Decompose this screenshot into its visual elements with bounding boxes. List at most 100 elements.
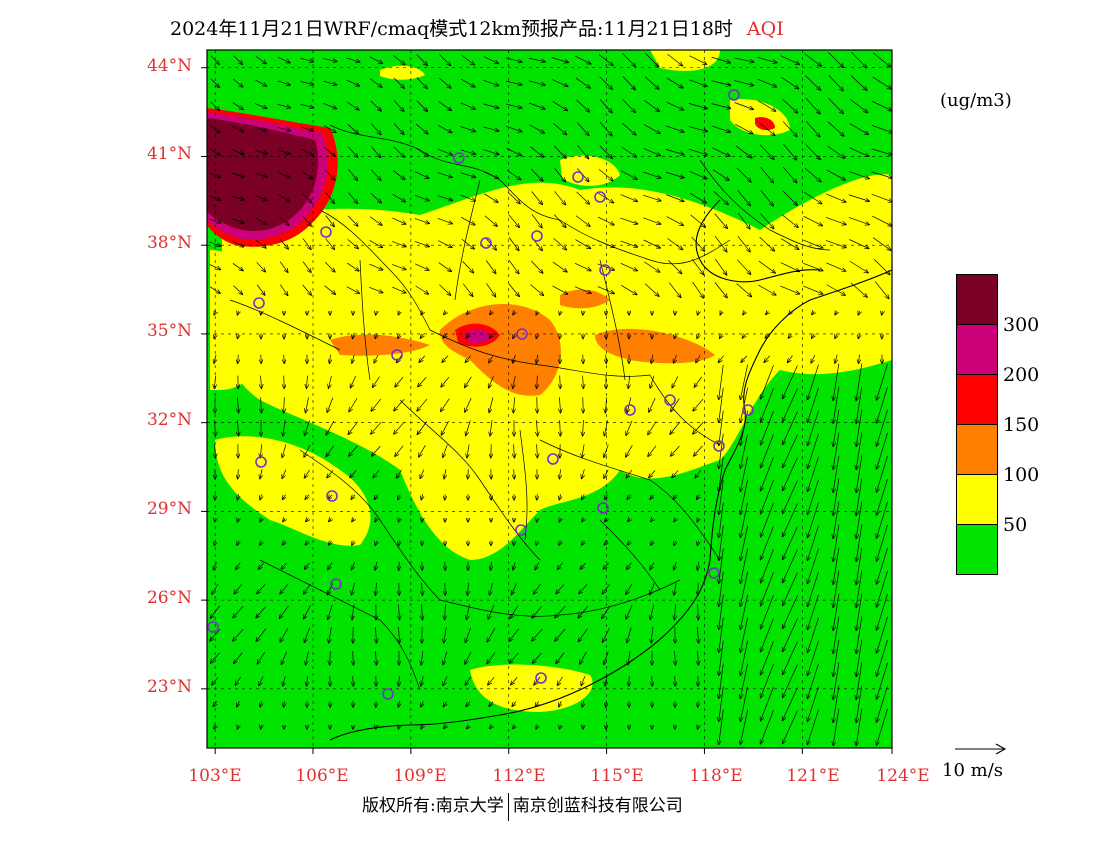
city-marker-icon [330, 578, 342, 590]
wind-vector [490, 311, 493, 314]
wind-vector [827, 145, 844, 158]
wind-vector [324, 169, 334, 180]
wind-vector [395, 376, 404, 387]
wind-vector [872, 76, 891, 89]
city-marker-icon [708, 567, 720, 579]
wind-vector [672, 470, 679, 477]
wind-vector [694, 445, 703, 456]
wind-vector [650, 562, 655, 569]
wind-vector [326, 445, 335, 457]
wind-vector [740, 640, 748, 676]
wind-vector [302, 238, 311, 250]
wind-vector [604, 651, 609, 664]
wind-vector [856, 386, 863, 424]
wind-vector [652, 676, 653, 686]
wind-vector [788, 334, 791, 338]
wind-vector [231, 172, 244, 177]
wind-vector [559, 701, 562, 707]
wind-vector [583, 375, 584, 389]
wind-vector [835, 354, 837, 363]
wind-vector [804, 53, 822, 66]
wind-vector [783, 457, 798, 491]
wind-vector [301, 170, 313, 179]
wind-vector [760, 166, 774, 183]
wind-vector [698, 311, 699, 315]
wind-vector [693, 421, 704, 434]
wind-vector [237, 311, 238, 315]
wind-vector [597, 263, 615, 270]
city-marker-icon [599, 264, 611, 276]
wind-vector [761, 365, 774, 398]
wind-vector [254, 126, 267, 131]
wind-vector [876, 662, 888, 699]
wind-vector [281, 562, 288, 569]
wind-vector [465, 627, 472, 643]
wind-vector [490, 420, 492, 436]
wind-vector [349, 398, 358, 411]
wind-vector [444, 311, 446, 314]
wind-vector [277, 57, 290, 62]
wind-vector [536, 725, 538, 729]
wind-vector [214, 333, 216, 339]
red-patch-northeast [755, 117, 775, 131]
wind-vector [301, 193, 312, 202]
wind-vector [233, 606, 244, 617]
wind-vector [465, 651, 472, 664]
wind-vector [418, 377, 427, 386]
wind-vector [650, 604, 655, 620]
wind-vector [740, 364, 748, 400]
wind-vector [874, 281, 889, 298]
wind-vector [734, 80, 753, 86]
wind-vector [419, 355, 426, 363]
wind-vector [719, 640, 724, 676]
wind-vector [445, 604, 446, 619]
wind-vector [807, 548, 819, 584]
wind-vector [876, 432, 888, 469]
wind-vector [437, 217, 452, 223]
wind-vector [351, 494, 355, 499]
wind-vector [649, 397, 656, 412]
wind-vector [328, 494, 332, 499]
wind-vector [856, 478, 863, 516]
wind-vector [237, 541, 239, 545]
wind-vector [783, 641, 798, 675]
wind-vector [606, 354, 607, 364]
wind-vector [856, 685, 863, 723]
wind-vector [856, 409, 863, 447]
wind-vector [398, 494, 400, 499]
wind-vector [833, 409, 840, 447]
wind-vector [280, 627, 289, 642]
wind-vector [780, 262, 799, 272]
wind-vector [876, 386, 888, 423]
wind-vector [764, 355, 771, 363]
wind-vector [742, 334, 745, 338]
wind-vector [483, 193, 498, 203]
wind-vector [300, 126, 314, 132]
wind-vector [627, 494, 631, 499]
wind-vector [415, 123, 428, 134]
wind-vector [279, 605, 289, 618]
wind-vector [582, 469, 585, 478]
wind-vector [621, 146, 636, 157]
yellow-zone-south [470, 664, 593, 712]
wind-vector [419, 445, 426, 457]
wind-vector [848, 194, 870, 202]
wind-vector [513, 375, 516, 388]
wind-vector [330, 354, 331, 364]
wind-vector [260, 494, 262, 499]
wind-vector [282, 541, 285, 545]
wind-vector [441, 398, 450, 412]
wind-vector [582, 444, 584, 457]
wind-vector [282, 494, 285, 500]
wind-vector [511, 677, 518, 684]
wind-vector [599, 122, 612, 135]
wind-vector [644, 283, 659, 296]
wind-vector [254, 172, 267, 177]
wind-vector [552, 261, 567, 272]
wind-vector [833, 685, 840, 723]
wind-vector [651, 354, 652, 364]
wind-vector [626, 604, 633, 619]
wind-vector [260, 518, 262, 522]
wind-vector [391, 264, 406, 269]
wind-vector [761, 411, 774, 444]
